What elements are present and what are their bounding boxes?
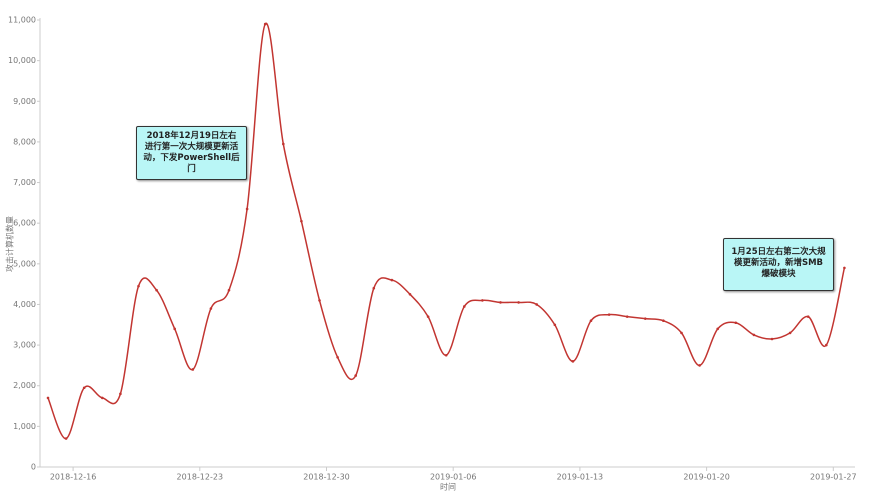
y-tick-label: 10,000 bbox=[8, 56, 36, 65]
point bbox=[245, 207, 249, 211]
x-tick-label: 2019-01-13 bbox=[557, 473, 604, 482]
point bbox=[517, 301, 520, 304]
y-tick-label: 1,000 bbox=[13, 422, 36, 431]
y-tick-label: 4,000 bbox=[13, 300, 36, 309]
point bbox=[625, 315, 629, 318]
y-tick-label: 11,000 bbox=[8, 16, 36, 25]
y-tick-label: 9,000 bbox=[13, 97, 36, 106]
point bbox=[155, 288, 158, 292]
y-tick-label: 3,000 bbox=[13, 341, 36, 350]
point bbox=[372, 286, 376, 290]
point bbox=[191, 368, 195, 371]
y-axis-title: 攻击计算机数量 bbox=[5, 216, 15, 272]
point bbox=[806, 315, 810, 318]
point bbox=[300, 219, 303, 223]
y-tick-label: 2,000 bbox=[13, 381, 36, 390]
point bbox=[137, 284, 140, 288]
point bbox=[535, 303, 538, 306]
y-tick-label: 6,000 bbox=[13, 219, 36, 228]
point bbox=[119, 392, 122, 396]
point bbox=[318, 299, 321, 302]
point bbox=[698, 364, 701, 367]
point bbox=[173, 327, 176, 331]
point bbox=[788, 331, 792, 335]
point bbox=[282, 142, 285, 146]
point bbox=[571, 360, 575, 363]
point bbox=[843, 266, 846, 270]
point bbox=[662, 319, 665, 323]
x-tick-label: 2018-12-16 bbox=[50, 473, 97, 482]
y-tick-label: 0 bbox=[31, 463, 36, 472]
point bbox=[463, 305, 466, 308]
y-tick-label: 7,000 bbox=[13, 178, 36, 187]
point bbox=[101, 396, 104, 400]
point bbox=[336, 355, 339, 359]
point bbox=[752, 333, 756, 337]
point bbox=[644, 317, 647, 320]
x-tick-label: 2018-12-23 bbox=[177, 473, 224, 482]
point bbox=[263, 22, 267, 26]
point bbox=[227, 288, 231, 292]
x-tick-label: 2019-01-27 bbox=[810, 473, 857, 482]
point bbox=[46, 396, 50, 400]
point bbox=[825, 343, 828, 347]
point bbox=[734, 321, 738, 325]
point bbox=[209, 307, 213, 310]
point bbox=[82, 386, 86, 390]
point bbox=[408, 292, 412, 296]
point bbox=[589, 319, 593, 323]
point bbox=[553, 323, 557, 327]
x-tick-label: 2018-12-30 bbox=[303, 473, 350, 482]
point bbox=[354, 374, 358, 377]
point bbox=[390, 278, 394, 282]
line bbox=[47, 22, 846, 440]
x-tick-label: 2019-01-06 bbox=[430, 473, 477, 482]
point bbox=[444, 353, 448, 357]
y-tick-label: 5,000 bbox=[13, 259, 36, 268]
point bbox=[499, 301, 502, 304]
point bbox=[426, 315, 430, 318]
x-axis-title: 时间 bbox=[440, 482, 456, 492]
point bbox=[770, 337, 774, 341]
annotation: 1月25日左右第二次大规模更新活动，新增SMB爆破模块 bbox=[723, 238, 834, 291]
x-tick-label: 2019-01-20 bbox=[683, 473, 730, 482]
point bbox=[64, 437, 68, 440]
y-tick-label: 8,000 bbox=[13, 137, 36, 146]
point bbox=[607, 313, 611, 316]
point bbox=[481, 299, 484, 302]
point bbox=[716, 327, 719, 331]
point bbox=[680, 331, 683, 335]
annotation: 2018年12月19日左右进行第一次大规模更新活动，下发PowerShell后门 bbox=[136, 126, 247, 180]
